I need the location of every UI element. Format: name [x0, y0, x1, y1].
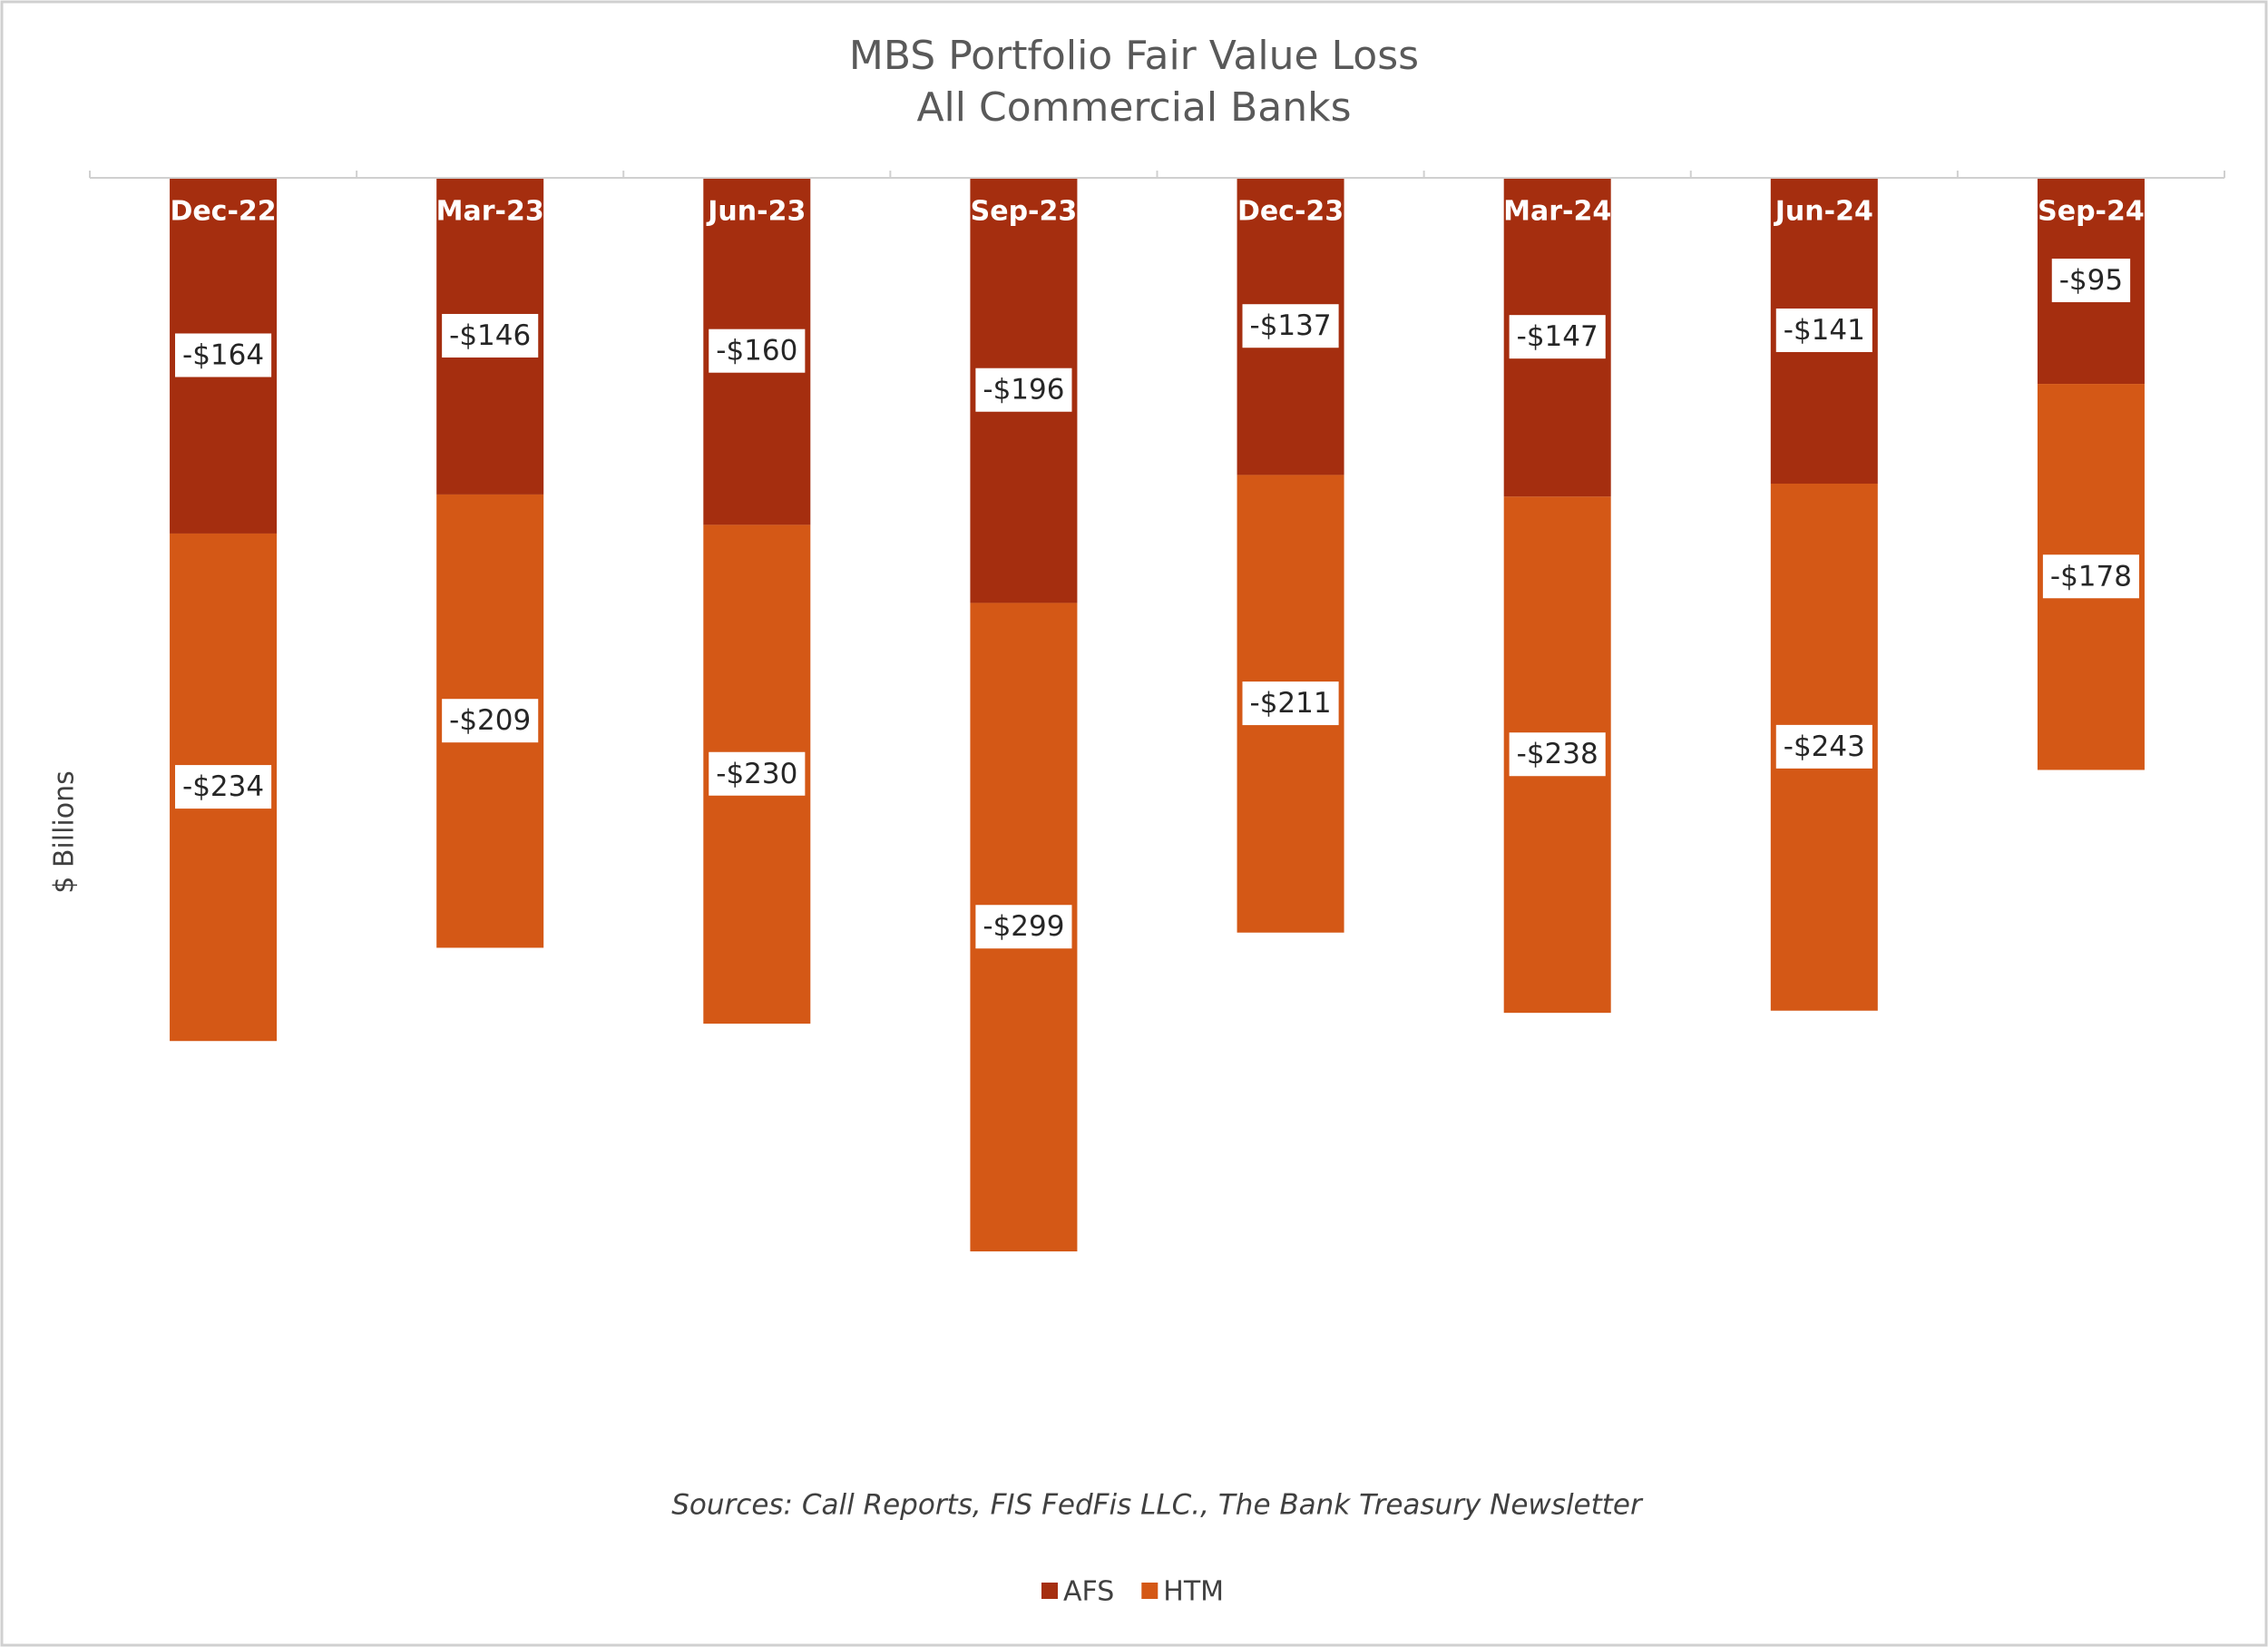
value-label: -$137: [1250, 309, 1332, 342]
category-label: Mar-24: [1503, 196, 1611, 228]
value-label: -$141: [1784, 314, 1865, 347]
value-label-box: [709, 751, 806, 796]
value-label-box: [2042, 554, 2139, 599]
labels: -$164 -$234 -$146 -$209 -$160 -$230 -$196 -$299…: [175, 259, 2139, 949]
y-axis-label: $ Billions: [49, 770, 81, 894]
category-label: Mar-23: [436, 196, 544, 228]
value-label: -$209: [449, 704, 531, 737]
value-label-box: [709, 328, 806, 373]
category-label: Jun-24: [1774, 196, 1873, 228]
value-label: -$299: [982, 910, 1064, 943]
value-label: -$160: [716, 335, 797, 368]
legend-swatch: [1141, 1583, 1158, 1599]
value-label-box: [1242, 681, 1339, 726]
category-label: Dec-23: [1237, 196, 1344, 228]
value-label-box: [1775, 724, 1872, 769]
value-label: -$211: [1250, 687, 1332, 720]
value-label-box: [1242, 304, 1339, 348]
value-label-box: [442, 699, 539, 743]
value-label: -$146: [449, 319, 531, 352]
value-label-box: [1775, 308, 1872, 352]
value-label: -$230: [716, 758, 797, 790]
value-label-box: [975, 368, 1072, 412]
value-label: -$196: [982, 374, 1064, 407]
legend-label: AFS: [1063, 1576, 1114, 1608]
value-label-box: [175, 333, 272, 377]
value-label: -$238: [1517, 738, 1598, 770]
value-label-box: [442, 313, 539, 358]
value-label-box: [175, 765, 272, 809]
legend: AFS HTM: [1041, 1576, 1224, 1608]
chart-title: MBS Portfolio Fair Value Loss: [849, 33, 1419, 79]
value-label: -$95: [2059, 264, 2123, 297]
value-label: -$147: [1517, 320, 1598, 353]
value-label: -$243: [1784, 730, 1865, 763]
value-label-box: [975, 905, 1072, 949]
category-label: Sep-23: [971, 196, 1078, 228]
value-label: -$178: [2050, 560, 2132, 593]
legend-label: HTM: [1163, 1576, 1224, 1608]
value-label-box: [2051, 259, 2131, 303]
value-label-box: [1509, 732, 1606, 777]
source-note: Sources: Call Reports, FIS FedFis LLC., …: [671, 1489, 1644, 1522]
legend-swatch: [1041, 1583, 1058, 1599]
category-label: Jun-23: [706, 196, 806, 228]
value-label: -$164: [182, 338, 264, 371]
value-label: -$234: [182, 770, 264, 803]
category-label: Sep-24: [2038, 196, 2145, 228]
value-label-box: [1509, 315, 1606, 359]
category-label: Dec-22: [170, 196, 276, 228]
chart-subtitle: All Commercial Banks: [916, 84, 1351, 131]
